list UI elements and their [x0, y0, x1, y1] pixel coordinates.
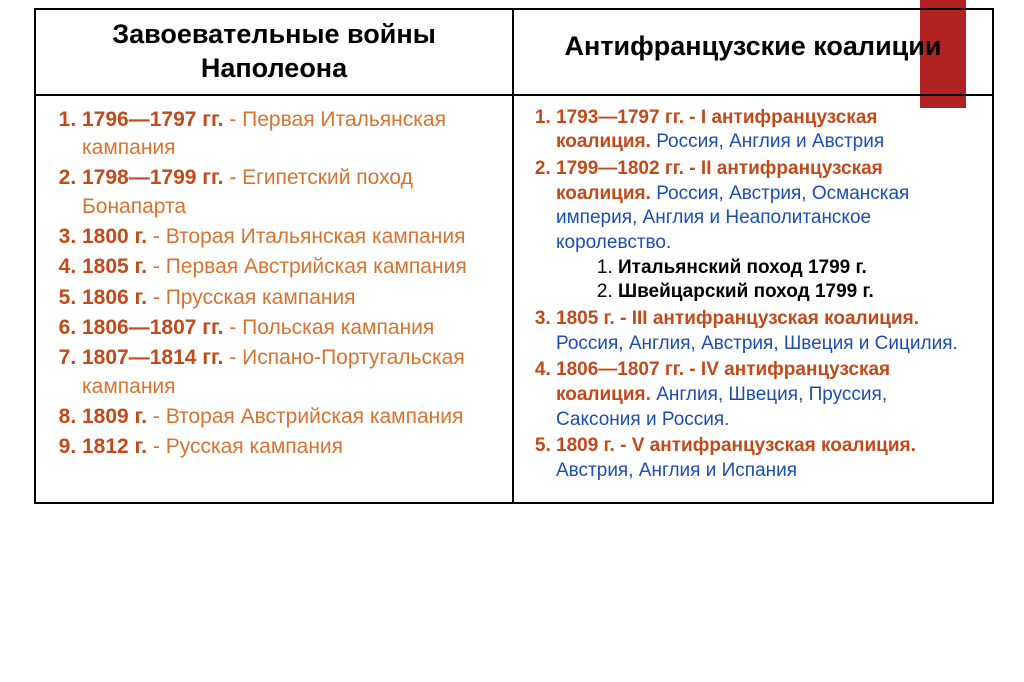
table-body-row: 1796—1797 гг. - Первая Итальянская кампа… [36, 96, 992, 502]
coalition-date: 1809 г. [556, 435, 615, 456]
war-item: 1812 г. - Русская кампания [82, 433, 494, 461]
war-date: 1806—1807 гг. [82, 316, 224, 339]
war-text: - Русская кампания [147, 435, 343, 458]
sub-item-text: Швейцарский поход 1799 г. [618, 281, 874, 302]
war-date: 1809 г. [82, 405, 147, 428]
table-header-row: Завоевательные войны Наполеона Антифранц… [36, 10, 992, 96]
coalition-date: 1806—1807 гг. [556, 359, 684, 380]
coalition-item: 1806—1807 гг. - IV антифранцузская коали… [556, 358, 974, 432]
war-date: 1806 г. [82, 286, 147, 309]
coalition-name: - III антифранцузская коалиция. [615, 308, 919, 329]
war-text: - Первая Австрийская кампания [147, 255, 467, 278]
right-cell: 1793—1797 гг. - I антифранцузская коалиц… [514, 96, 992, 502]
coalition-name: - V антифранцузская коалиция. [615, 435, 916, 456]
coalition-item: 1799—1802 гг. - II антифранцузская коали… [556, 157, 974, 305]
coalition-item: 1793—1797 гг. - I антифранцузская коалиц… [556, 106, 974, 155]
war-item: 1800 г. - Вторая Итальянская кампания [82, 223, 494, 251]
left-cell: 1796—1797 гг. - Первая Итальянская кампа… [36, 96, 514, 502]
sub-item-text: Итальянский поход 1799 г. [618, 257, 867, 278]
war-date: 1807—1814 гг. [82, 346, 224, 369]
war-date: 1805 г. [82, 255, 147, 278]
war-item: 1809 г. - Вторая Австрийская кампания [82, 403, 494, 431]
war-item: 1796—1797 гг. - Первая Итальянская кампа… [82, 106, 494, 163]
coalition-members: Россия, Англия и Австрия [651, 131, 884, 152]
war-date: 1800 г. [82, 225, 147, 248]
war-text: - Вторая Австрийская кампания [147, 405, 463, 428]
war-date: 1812 г. [82, 435, 147, 458]
coalition-date: 1793—1797 гг. [556, 107, 684, 128]
war-item: 1806—1807 гг. - Польская кампания [82, 314, 494, 342]
sub-list: Итальянский поход 1799 г. Швейцарский пох… [556, 256, 974, 305]
war-item: 1806 г. - Прусская кампания [82, 284, 494, 312]
comparison-table: Завоевательные войны Наполеона Антифранц… [34, 8, 994, 504]
war-item: 1805 г. - Первая Австрийская кампания [82, 253, 494, 281]
war-date: 1796—1797 гг. [82, 108, 224, 131]
war-text: - Вторая Итальянская кампания [147, 225, 465, 248]
coalition-members: Россия, Англия, Австрия, Швеция и Сицили… [556, 333, 958, 354]
sub-item: Швейцарский поход 1799 г. [618, 280, 974, 305]
coalitions-list: 1793—1797 гг. - I антифранцузская коалиц… [532, 106, 974, 484]
war-item: 1807—1814 гг. - Испано-Португальская кам… [82, 344, 494, 401]
sub-item: Итальянский поход 1799 г. [618, 256, 974, 281]
napoleon-wars-list: 1796—1797 гг. - Первая Итальянская кампа… [54, 106, 494, 462]
header-left: Завоевательные войны Наполеона [36, 10, 514, 94]
coalition-item: 1809 г. - V антифранцузская коалиция. Ав… [556, 434, 974, 483]
war-text: - Прусская кампания [147, 286, 356, 309]
header-right: Антифранцузские коалиции [514, 10, 992, 94]
coalition-date: 1805 г. [556, 308, 615, 329]
war-date: 1798—1799 гг. [82, 166, 224, 189]
coalition-item: 1805 г. - III антифранцузская коалиция. … [556, 307, 974, 356]
war-text: - Польская кампания [224, 316, 435, 339]
war-item: 1798—1799 гг. - Египетский поход Бонапар… [82, 164, 494, 221]
coalition-date: 1799—1802 гг. [556, 158, 684, 179]
coalition-members: Австрия, Англия и Испания [556, 460, 797, 481]
